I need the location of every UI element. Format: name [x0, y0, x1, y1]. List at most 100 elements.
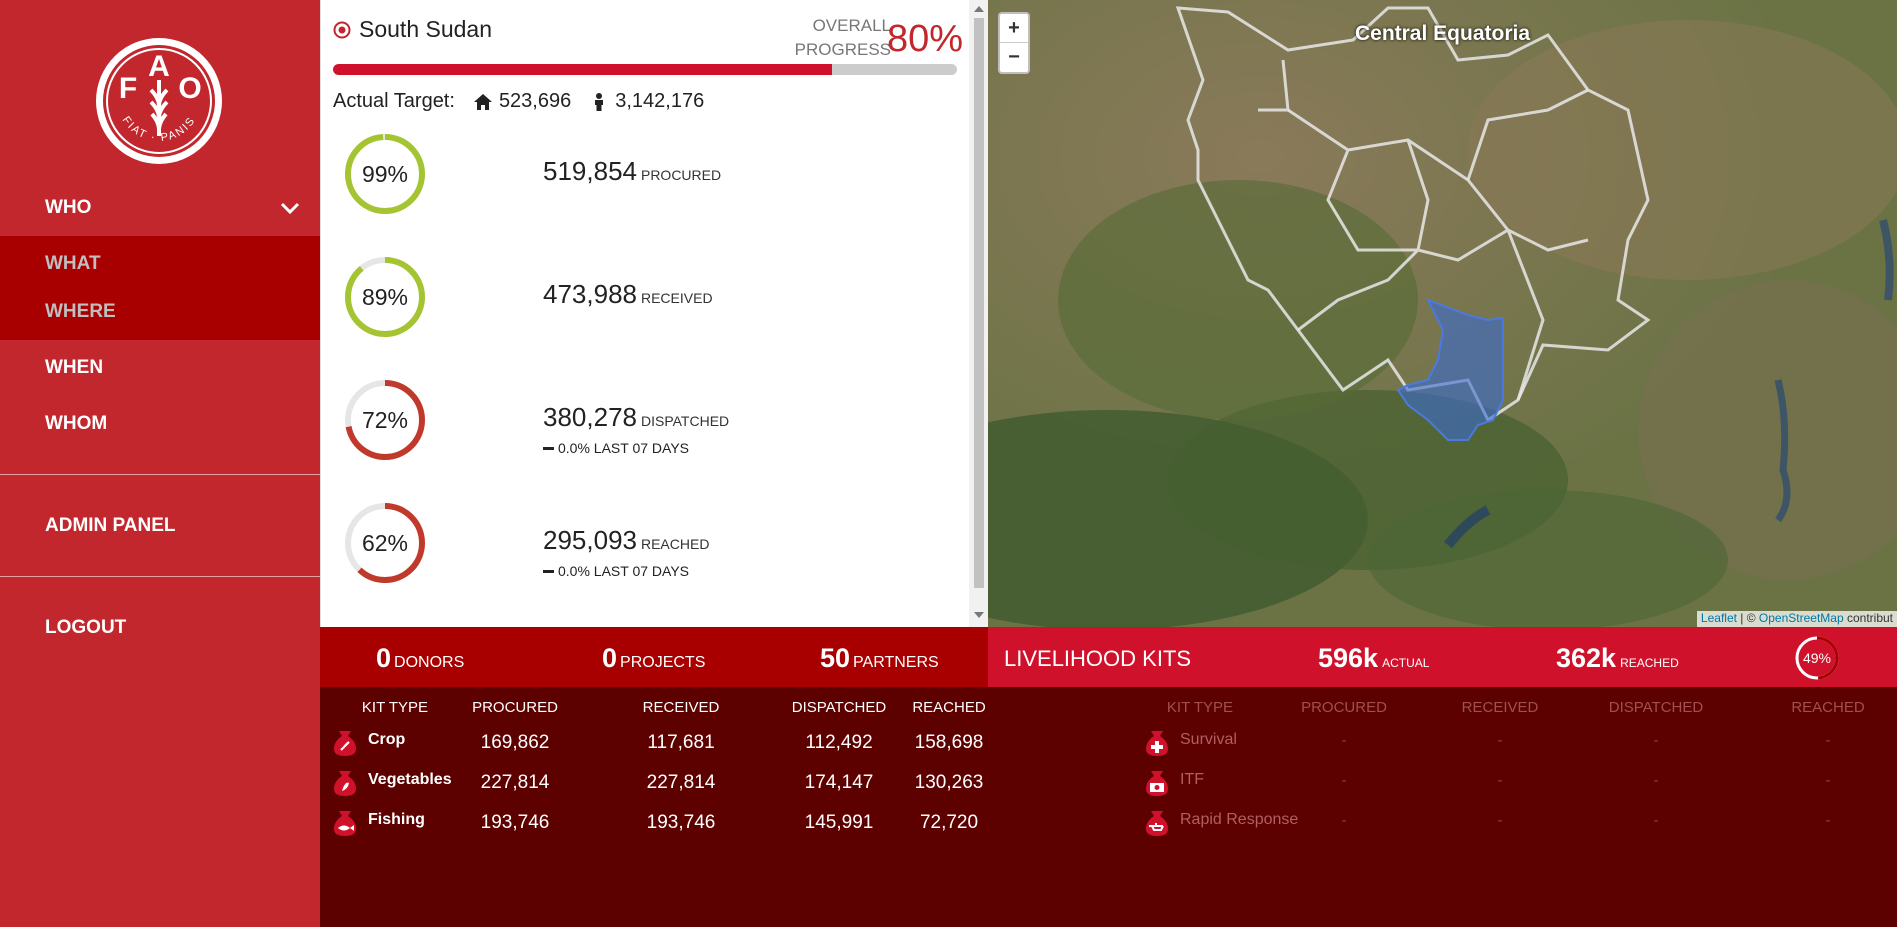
projects-stat: 0 PROJECTS — [602, 643, 705, 674]
dispatched-unit: DISPATCHED — [640, 413, 730, 429]
col-header-reached: REACHED — [1791, 699, 1865, 716]
cell-reached: 158,698 — [914, 732, 984, 753]
kits-actual-label: ACTUAL — [1382, 656, 1430, 670]
trend-flat-icon — [543, 569, 554, 573]
kit-table-secondary: KIT TYPE PROCURED RECEIVED DISPATCHED RE… — [988, 687, 1897, 927]
cell-received: - — [1497, 812, 1503, 829]
nav-what[interactable]: WHAT — [0, 236, 320, 292]
kit-name: ITF — [1180, 771, 1204, 788]
livelihood-kits-title: LIVELIHOOD KITS — [1004, 646, 1192, 671]
overall-progress-value: 80% — [887, 18, 964, 60]
procured-percent: 99% — [361, 160, 409, 187]
col-header-procured: PROCURED — [472, 699, 558, 716]
procured-progress-ring — [345, 134, 425, 214]
nav-logout[interactable]: LOGOUT — [0, 600, 320, 656]
reached-trend: 0.0% LAST 07 DAYS — [543, 563, 689, 579]
procured-value: 519,854 PROCURED — [543, 156, 721, 187]
col-header-received: RECEIVED — [642, 699, 720, 716]
chevron-down-icon[interactable] — [278, 196, 302, 220]
cell-received: 227,814 — [646, 772, 716, 793]
trend-flat-icon — [543, 446, 554, 450]
leaflet-link[interactable]: Leaflet — [1700, 611, 1737, 625]
zoom-out-button[interactable]: − — [1008, 46, 1020, 68]
kits-actual-value: 596k — [1318, 643, 1379, 673]
dispatched-trend-text: 0.0% LAST 07 DAYS — [558, 440, 689, 456]
scroll-down-arrow[interactable] — [974, 612, 984, 618]
dispatched-number: 380,278 — [543, 402, 637, 432]
reached-value: 295,093 REACHED — [543, 525, 709, 556]
nav-whom[interactable]: WHOM — [0, 396, 320, 452]
svg-text:A: A — [148, 50, 170, 83]
overall-progress-fill — [333, 64, 833, 75]
nav-when[interactable]: WHEN — [0, 340, 320, 396]
projects-value: 0 — [602, 643, 618, 673]
reached-progress-ring — [345, 503, 425, 583]
zoom-in-button[interactable]: + — [1000, 14, 1028, 43]
attribution-tail: contribut — [1843, 611, 1893, 625]
itf-kit-icon — [1146, 771, 1168, 796]
home-icon — [473, 93, 492, 110]
scroll-thumb[interactable] — [974, 18, 984, 588]
map[interactable]: Central Equatoria + − Leaflet | © OpenSt… — [988, 0, 1897, 627]
received-unit: RECEIVED — [640, 290, 713, 306]
kits-reached-value: 362k — [1556, 643, 1617, 673]
logout-label: LOGOUT — [45, 617, 127, 638]
nav-where[interactable]: WHERE — [0, 284, 320, 340]
kits-reached-ring — [1795, 636, 1839, 680]
nav-admin-panel[interactable]: ADMIN PANEL — [0, 498, 320, 554]
nav-where-label: WHERE — [45, 301, 116, 322]
col-header-reached: REACHED — [912, 699, 986, 716]
overall-progress-label: OVERALL PROGRESS — [794, 16, 891, 59]
attribution-separator: | © — [1736, 611, 1759, 625]
stat-dispatched: 72% 380,278 DISPATCHED 0.0% LAST 07 DAYS — [343, 378, 843, 468]
col-header-kit-type: KIT TYPE — [361, 699, 429, 716]
cell-dispatched: - — [1653, 732, 1659, 749]
cell-received: - — [1497, 732, 1503, 749]
procured-number: 519,854 — [543, 156, 637, 186]
cell-received: 117,681 — [647, 732, 715, 753]
actual-target-label: Actual Target: — [333, 90, 455, 112]
svg-text:F: F — [119, 72, 137, 105]
cell-procured: 193,746 — [480, 812, 550, 833]
zoom-control: + − — [998, 12, 1030, 74]
survival-kit-icon — [1146, 731, 1168, 756]
partners-value: 50 — [820, 643, 851, 673]
cell-received: 193,746 — [646, 812, 716, 833]
kit-name: Rapid Response — [1180, 811, 1299, 828]
cell-reached: - — [1825, 732, 1831, 749]
cell-reached: - — [1825, 772, 1831, 789]
households-value: 523,696 — [498, 90, 572, 112]
dispatched-percent: 72% — [361, 406, 409, 433]
dispatched-progress-ring — [345, 380, 425, 460]
kit-name: Survival — [1180, 731, 1237, 748]
cell-reached: 72,720 — [919, 812, 979, 833]
donors-value: 0 — [376, 643, 392, 673]
scroll-up-arrow[interactable] — [974, 6, 984, 12]
cell-procured: - — [1341, 772, 1347, 789]
stat-reached: 62% 295,093 REACHED 0.0% LAST 07 DAYS — [343, 501, 843, 591]
cell-dispatched: - — [1653, 812, 1659, 829]
cell-procured: 227,814 — [480, 772, 550, 793]
procured-unit: PROCURED — [640, 167, 722, 183]
cell-dispatched: 174,147 — [804, 772, 874, 793]
target-icon — [333, 21, 351, 38]
cell-procured: - — [1341, 812, 1347, 829]
nav-who[interactable]: WHO — [0, 180, 320, 236]
rapid-response-kit-icon — [1146, 811, 1168, 836]
kit-name: Vegetables — [368, 771, 452, 788]
col-header-received: RECEIVED — [1461, 699, 1539, 716]
divider — [0, 474, 320, 475]
received-percent: 89% — [361, 283, 409, 310]
openstreetmap-link[interactable]: OpenStreetMap — [1758, 611, 1844, 625]
panel-scrollbar[interactable] — [969, 0, 989, 627]
col-header-procured: PROCURED — [1301, 699, 1387, 716]
donors-stat: 0 DONORS — [376, 643, 464, 674]
fishing-kit-icon — [334, 811, 356, 836]
actual-target: Actual Target: 523,696 3,142,176 — [333, 90, 704, 113]
divider — [0, 576, 320, 577]
satellite-map[interactable] — [988, 0, 1897, 627]
cell-dispatched: 145,991 — [804, 812, 874, 833]
sidebar: F A O FIAT · PANIS WHO WHAT WHERE WHEN W… — [0, 0, 320, 927]
people-value: 3,142,176 — [615, 90, 705, 112]
received-number: 473,988 — [543, 279, 637, 309]
